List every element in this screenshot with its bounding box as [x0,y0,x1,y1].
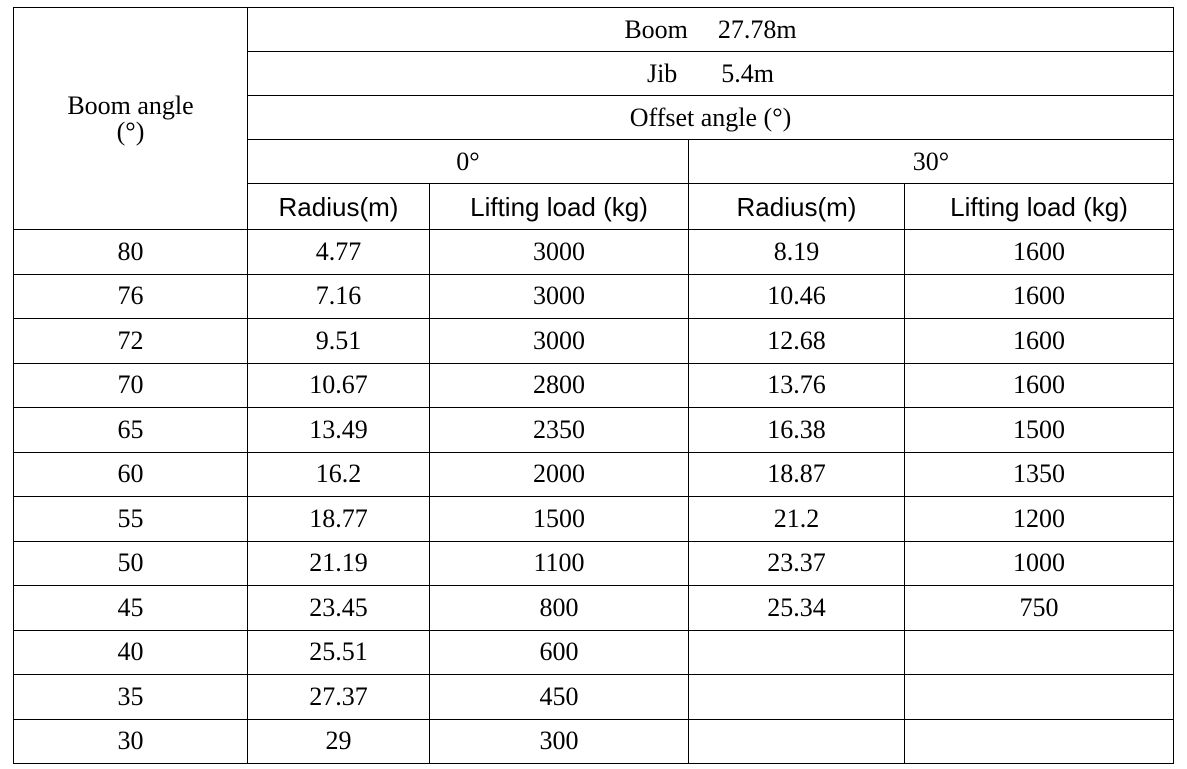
table-body: 80 4.77 3000 8.19 1600 76 7.16 3000 10.46 1600 72 9… [13,229,1174,764]
radius-0-cell: 10.67 [247,362,430,408]
radius-0-cell: 4.77 [247,229,430,275]
boom-angle-label: Boom angle [67,90,194,120]
radius-0-cell: 13.49 [247,407,430,453]
radius-30-cell: 21.2 [688,496,905,542]
load-0-cell: 800 [429,585,689,631]
load-30-cell [904,629,1174,675]
radius-0-cell: 16.2 [247,451,430,497]
radius-30-cell [688,718,905,764]
table-row: 65 13.49 2350 16.38 1500 [13,407,1174,453]
boom-angle-cell: 80 [13,229,248,275]
jib-label: Jib [646,58,678,88]
load-30-cell: 1000 [904,540,1174,586]
table-row: 70 10.67 2800 13.76 1600 [13,362,1174,408]
load-30-cell [904,718,1174,764]
load-30-cell: 750 [904,585,1174,631]
load-chart-table: Boom angle (°) Boom 27.78m Jib 5.4m Offset… [13,7,1174,764]
table-row: 80 4.77 3000 8.19 1600 [13,229,1174,275]
boom-angle-unit: (°) [116,116,145,146]
boom-angle-cell: 60 [13,451,248,497]
boom-angle-cell: 72 [13,318,248,364]
boom-angle-cell: 55 [13,496,248,542]
boom-angle-cell: 70 [13,362,248,408]
load-0-cell: 2800 [429,362,689,408]
radius-0-cell: 25.51 [247,629,430,675]
boom-length-header: Boom 27.78m [247,7,1174,52]
table-row: 45 23.45 800 25.34 750 [13,585,1174,631]
boom-angle-cell: 35 [13,674,248,720]
radius-30-cell [688,674,905,720]
table-row: 72 9.51 3000 12.68 1600 [13,318,1174,364]
radius-0-cell: 27.37 [247,674,430,720]
offset-angle-header: Offset angle (°) [247,95,1174,140]
table-row: 35 27.37 450 [13,674,1174,720]
radius-30-cell: 16.38 [688,407,905,453]
boom-angle-cell: 50 [13,540,248,586]
radius-30-cell [688,629,905,675]
load-0-cell: 1100 [429,540,689,586]
radius-30-cell: 18.87 [688,451,905,497]
radius-0-cell: 29 [247,718,430,764]
load-0-cell: 3000 [429,273,689,319]
load-30-cell: 1500 [904,407,1174,453]
load-0-cell: 3000 [429,229,689,275]
radius-0-cell: 9.51 [247,318,430,364]
radius-30-cell: 10.46 [688,273,905,319]
load-0-cell: 450 [429,674,689,720]
boom-angle-header: Boom angle (°) [13,7,248,230]
radius-0-header: Radius(m) [247,183,430,230]
boom-label: Boom [624,14,688,44]
boom-angle-cell: 40 [13,629,248,675]
table-header: Boom angle (°) Boom 27.78m Jib 5.4m Offset… [13,7,1174,230]
radius-0-cell: 21.19 [247,540,430,586]
load-30-cell: 1600 [904,362,1174,408]
offset-0-header: 0° [247,139,689,184]
boom-angle-cell: 30 [13,718,248,764]
jib-length-header: Jib 5.4m [247,51,1174,96]
table-row: 30 29 300 [13,718,1174,764]
load-30-cell: 1200 [904,496,1174,542]
offset-30-header: 30° [688,139,1174,184]
boom-angle-cell: 45 [13,585,248,631]
table-row: 55 18.77 1500 21.2 1200 [13,496,1174,542]
table-row: 60 16.2 2000 18.87 1350 [13,451,1174,497]
boom-value: 27.78m [717,14,797,44]
load-0-header: Lifting load (kg) [429,183,689,230]
table-row: 50 21.19 1100 23.37 1000 [13,540,1174,586]
load-0-cell: 2350 [429,407,689,453]
load-0-cell: 3000 [429,318,689,364]
boom-angle-cell: 76 [13,273,248,319]
radius-30-cell: 13.76 [688,362,905,408]
load-30-cell: 1600 [904,318,1174,364]
radius-0-cell: 7.16 [247,273,430,319]
table-row: 40 25.51 600 [13,629,1174,675]
boom-angle-cell: 65 [13,407,248,453]
load-30-cell [904,674,1174,720]
load-30-cell: 1600 [904,273,1174,319]
radius-30-cell: 8.19 [688,229,905,275]
load-30-cell: 1350 [904,451,1174,497]
load-0-cell: 2000 [429,451,689,497]
load-0-cell: 300 [429,718,689,764]
load-0-cell: 600 [429,629,689,675]
radius-0-cell: 23.45 [247,585,430,631]
load-30-header: Lifting load (kg) [904,183,1174,230]
table-row: 76 7.16 3000 10.46 1600 [13,273,1174,319]
radius-30-cell: 25.34 [688,585,905,631]
jib-value: 5.4m [721,58,775,88]
radius-0-cell: 18.77 [247,496,430,542]
radius-30-header: Radius(m) [688,183,905,230]
radius-30-cell: 12.68 [688,318,905,364]
load-30-cell: 1600 [904,229,1174,275]
radius-30-cell: 23.37 [688,540,905,586]
load-0-cell: 1500 [429,496,689,542]
